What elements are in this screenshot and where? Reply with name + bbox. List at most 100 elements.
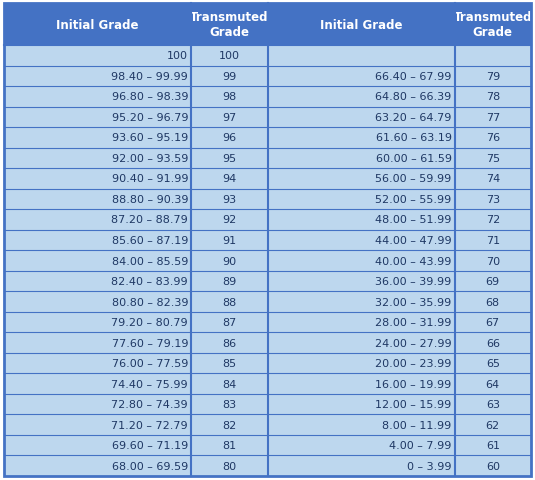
Bar [4, 128, 191, 148]
Text: 81: 81 [222, 440, 236, 450]
Bar [191, 128, 268, 148]
Bar [455, 394, 531, 415]
Text: 24.00 – 27.99: 24.00 – 27.99 [375, 338, 452, 348]
Bar [268, 415, 455, 435]
Text: 96: 96 [222, 133, 236, 143]
Bar [4, 189, 191, 210]
Text: 82: 82 [222, 420, 236, 430]
Text: 64.80 – 66.39: 64.80 – 66.39 [376, 92, 452, 102]
Bar [268, 312, 455, 333]
Text: 44.00 – 47.99: 44.00 – 47.99 [375, 236, 452, 245]
Text: 74.40 – 75.99: 74.40 – 75.99 [111, 379, 188, 389]
Text: 91: 91 [222, 236, 236, 245]
Bar [268, 210, 455, 230]
Bar [268, 435, 455, 456]
Bar [268, 353, 455, 373]
Text: 87.20 – 88.79: 87.20 – 88.79 [111, 215, 188, 225]
Text: 80.80 – 82.39: 80.80 – 82.39 [112, 297, 188, 307]
Text: Initial Grade: Initial Grade [56, 18, 139, 31]
Text: 62: 62 [486, 420, 500, 430]
Text: 71: 71 [486, 236, 500, 245]
Bar [4, 271, 191, 292]
Bar [268, 46, 455, 66]
Bar [4, 251, 191, 271]
Text: 0 – 3.99: 0 – 3.99 [407, 461, 452, 471]
Bar [268, 456, 455, 476]
Bar [455, 66, 531, 87]
Bar [4, 210, 191, 230]
Bar [268, 169, 455, 189]
Text: 94: 94 [222, 174, 236, 184]
Bar [191, 333, 268, 353]
Text: 86: 86 [222, 338, 236, 348]
Bar [455, 4, 531, 46]
Text: 70: 70 [486, 256, 500, 266]
Bar [455, 312, 531, 333]
Bar [455, 456, 531, 476]
Text: 63: 63 [486, 399, 500, 409]
Bar [455, 251, 531, 271]
Text: 66.40 – 67.99: 66.40 – 67.99 [375, 72, 452, 82]
Bar [4, 353, 191, 373]
Bar [455, 230, 531, 251]
Text: 85.60 – 87.19: 85.60 – 87.19 [112, 236, 188, 245]
Bar [268, 271, 455, 292]
Text: 80: 80 [222, 461, 236, 471]
Text: 85: 85 [222, 359, 236, 368]
Text: 64: 64 [486, 379, 500, 389]
Text: 65: 65 [486, 359, 500, 368]
Text: 16.00 – 19.99: 16.00 – 19.99 [376, 379, 452, 389]
Bar [455, 271, 531, 292]
Text: 36.00 – 39.99: 36.00 – 39.99 [376, 276, 452, 287]
Bar [191, 210, 268, 230]
Text: 60.00 – 61.59: 60.00 – 61.59 [376, 154, 452, 164]
Bar [191, 251, 268, 271]
Text: 84.00 – 85.59: 84.00 – 85.59 [112, 256, 188, 266]
Bar [191, 66, 268, 87]
Text: 88.80 – 90.39: 88.80 – 90.39 [112, 194, 188, 204]
Text: 100: 100 [167, 51, 188, 61]
Bar [4, 108, 191, 128]
Text: 66: 66 [486, 338, 500, 348]
Bar [455, 108, 531, 128]
Bar [455, 292, 531, 312]
Bar [4, 312, 191, 333]
Text: 12.00 – 15.99: 12.00 – 15.99 [376, 399, 452, 409]
Bar [191, 394, 268, 415]
Bar [191, 415, 268, 435]
Text: 56.00 – 59.99: 56.00 – 59.99 [376, 174, 452, 184]
Bar [268, 394, 455, 415]
Text: 76.00 – 77.59: 76.00 – 77.59 [112, 359, 188, 368]
Text: 67: 67 [486, 317, 500, 327]
Bar [4, 373, 191, 394]
Bar [4, 46, 191, 66]
Text: 28.00 – 31.99: 28.00 – 31.99 [375, 317, 452, 327]
Bar [455, 128, 531, 148]
Bar [455, 189, 531, 210]
Text: 98.40 – 99.99: 98.40 – 99.99 [111, 72, 188, 82]
Text: 83: 83 [222, 399, 236, 409]
Text: Transmuted
Grade: Transmuted Grade [190, 11, 269, 39]
Text: 99: 99 [222, 72, 236, 82]
Bar [4, 333, 191, 353]
Text: 72: 72 [486, 215, 500, 225]
Text: 77: 77 [486, 113, 500, 122]
Text: 84: 84 [222, 379, 236, 389]
Text: 93.60 – 95.19: 93.60 – 95.19 [112, 133, 188, 143]
Bar [268, 333, 455, 353]
Bar [191, 271, 268, 292]
Bar [268, 108, 455, 128]
Bar [268, 251, 455, 271]
Text: 69: 69 [486, 276, 500, 287]
Bar [455, 333, 531, 353]
Bar [268, 66, 455, 87]
Text: 8.00 – 11.99: 8.00 – 11.99 [383, 420, 452, 430]
Text: 75: 75 [486, 154, 500, 164]
Text: 79.20 – 80.79: 79.20 – 80.79 [111, 317, 188, 327]
Text: 48.00 – 51.99: 48.00 – 51.99 [375, 215, 452, 225]
Bar [191, 230, 268, 251]
Text: 72.80 – 74.39: 72.80 – 74.39 [111, 399, 188, 409]
Bar [455, 46, 531, 66]
Text: 77.60 – 79.19: 77.60 – 79.19 [112, 338, 188, 348]
Bar [4, 148, 191, 169]
